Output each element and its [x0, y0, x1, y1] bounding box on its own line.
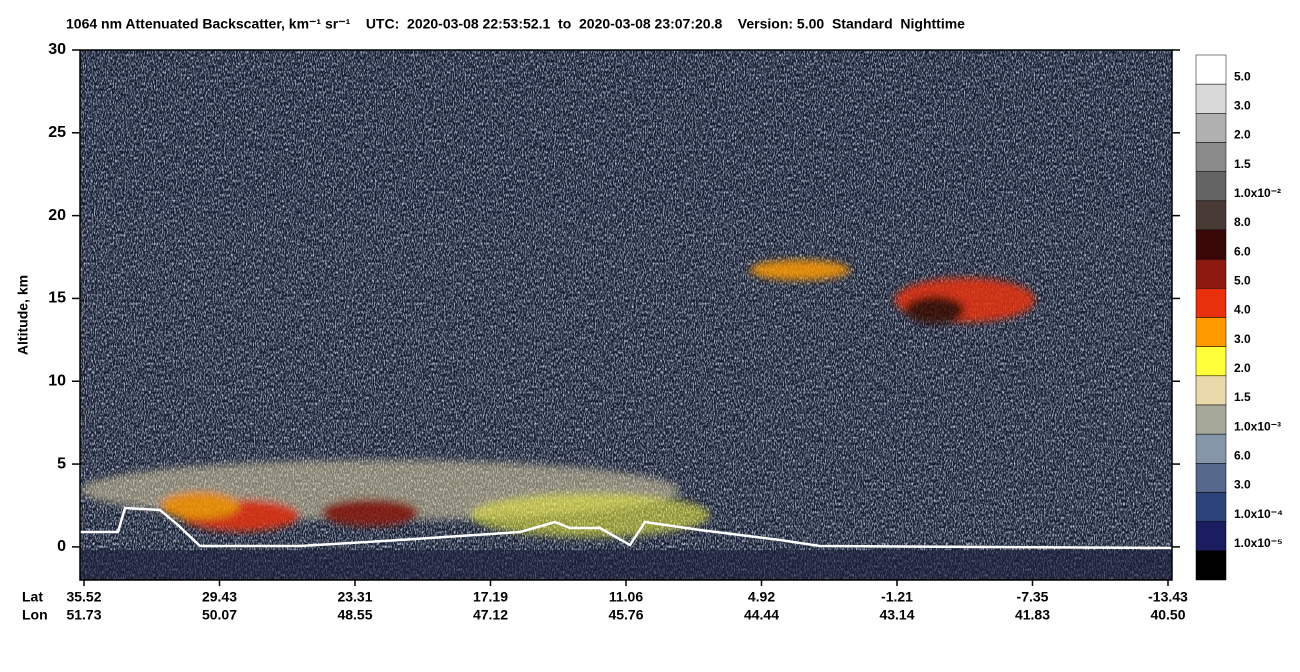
colorbar-cell: [1195, 463, 1227, 493]
x-tick-label: 23.31: [337, 589, 372, 605]
colorbar-label: 1.0x10⁻³: [1234, 419, 1281, 433]
x-tick-label: 40.50: [1150, 607, 1185, 623]
colorbar-label: 6.0: [1234, 449, 1251, 463]
x-tick-label: 44.44: [744, 607, 779, 623]
colorbar-label: 1.5: [1234, 157, 1251, 171]
colorbar-cell: [1195, 142, 1227, 172]
colorbar-label: 1.0x10⁻²: [1234, 186, 1281, 200]
colorbar-cell: [1195, 521, 1227, 552]
colorbar-label: 1.5: [1234, 390, 1251, 404]
curtain-image: [80, 50, 1173, 580]
colorbar-cell: [1195, 550, 1227, 581]
colorbar-label: 1.0x10⁻⁴: [1234, 507, 1283, 521]
colorbar-cell: [1195, 404, 1227, 435]
colorbar-cell: [1195, 83, 1227, 114]
x-tick-label: -1.21: [881, 589, 913, 605]
colorbar-label: 2.0: [1234, 361, 1251, 375]
x-tick-label: 11.06: [609, 589, 643, 605]
y-tick-label: 25: [48, 124, 66, 141]
x-tick-label: 50.07: [202, 607, 237, 623]
colorbar-label: 3.0: [1234, 332, 1251, 346]
x-tick-label: 17.19: [473, 589, 508, 605]
colorbar-label: 5.0: [1234, 69, 1251, 83]
chart-title: 1064 nm Attenuated Backscatter, km⁻¹ sr⁻…: [66, 16, 965, 32]
x-tick-label: 51.73: [66, 607, 101, 623]
x-tick-label: 47.12: [473, 607, 508, 623]
colorbar-cell: [1195, 375, 1227, 406]
x-tick-label: -7.35: [1017, 589, 1049, 605]
x-tick-label: 35.52: [66, 589, 101, 605]
y-tick-label: 5: [57, 455, 66, 472]
y-tick-label: 0: [57, 538, 66, 555]
x-tick-label: -13.43: [1148, 589, 1188, 605]
colorbar-cell: [1195, 317, 1227, 347]
colorbar-label: 6.0: [1234, 244, 1251, 258]
colorbar-cell: [1195, 54, 1227, 85]
colorbar-cell: [1195, 492, 1227, 522]
colorbar-label: 8.0: [1234, 215, 1251, 229]
x-tick-label: 4.92: [748, 589, 775, 605]
colorbar-label: 5.0: [1234, 274, 1251, 288]
colorbar-label: 3.0: [1234, 478, 1251, 492]
x-row-label: Lon: [22, 607, 48, 623]
colorbar-cell: [1195, 113, 1227, 143]
y-tick-label: 30: [48, 41, 66, 58]
x-tick-label: 43.14: [879, 607, 914, 623]
x-tick-label: 29.43: [202, 589, 237, 605]
colorbar-cell: [1195, 346, 1227, 377]
colorbar-label: 3.0: [1234, 99, 1251, 113]
colorbar-cell: [1195, 258, 1227, 289]
x-row-label: Lat: [22, 589, 43, 605]
x-tick-label: 48.55: [337, 607, 372, 623]
y-tick-label: 15: [48, 290, 66, 307]
colorbar-label: 1.0x10⁻⁵: [1234, 536, 1283, 550]
colorbar-label: 2.0: [1234, 128, 1251, 142]
colorbar-cell: [1195, 200, 1227, 231]
colorbar-cell: [1195, 229, 1227, 260]
colorbar-label: 4.0: [1234, 303, 1251, 317]
y-tick-label: 20: [48, 207, 66, 224]
x-tick-label: 41.83: [1015, 607, 1050, 623]
y-axis-label: Altitude, km: [15, 275, 31, 355]
colorbar-cell: [1195, 171, 1227, 202]
x-tick-label: 45.76: [608, 607, 643, 623]
colorbar-cell: [1195, 288, 1227, 318]
colorbar-cell: [1195, 433, 1227, 464]
y-tick-label: 10: [48, 372, 66, 389]
